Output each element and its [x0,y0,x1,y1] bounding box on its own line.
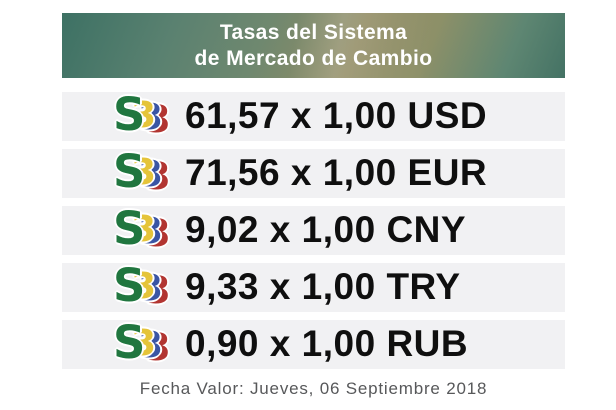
logo-b-red: 3 [145,154,171,198]
rate-row-try: 3 3 3 S 9,33 x 1,00 TRY [62,263,565,312]
title-line-2: de Mercado de Cambio [194,46,433,70]
logo-b-yellow: 3 [131,265,157,307]
logo-b-yellow: 3 [131,208,157,250]
logo-b-yellow: 3 [131,322,157,364]
logo-s-green: S [113,258,146,312]
logo-b-yellow: 3 [131,151,157,193]
logo-b-red: 3 [145,97,171,141]
bolivar-soberano-icon: 3 3 3 S [113,201,171,255]
rate-text-usd: 61,57 x 1,00 USD [185,94,488,136]
logo-b-red: 3 [145,211,171,255]
rate-text-cny: 9,02 x 1,00 CNY [185,208,467,250]
title-line-1: Tasas del Sistema [219,20,408,44]
logo-s-green: S [113,144,146,198]
rate-text-try: 9,33 x 1,00 TRY [185,265,461,307]
logo-b-blue: 3 [138,324,164,366]
bolivar-soberano-icon: 3 3 3 S [113,258,171,312]
logo-b-blue: 3 [138,267,164,309]
value-date-label: Fecha Valor: Jueves, 06 Septiembre 2018 [139,379,488,398]
rate-row-cny: 3 3 3 S 9,02 x 1,00 CNY [62,206,565,255]
logo-b-blue: 3 [138,96,164,138]
bolivar-soberano-icon: 3 3 3 S [113,144,171,198]
logo-b-red: 3 [145,268,171,312]
logo-s-green: S [113,201,146,255]
rate-row-rub: 3 3 3 S 0,90 x 1,00 RUB [62,320,565,369]
logo-s-green: S [113,315,146,369]
bolivar-soberano-icon: 3 3 3 S [113,315,171,369]
rate-text-rub: 0,90 x 1,00 RUB [185,322,469,364]
logo-b-red: 3 [145,325,171,369]
rate-row-usd: 3 3 3 S 61,57 x 1,00 USD [62,92,565,141]
logo-b-yellow: 3 [131,94,157,136]
logo-b-blue: 3 [138,153,164,195]
rate-text-eur: 71,56 x 1,00 EUR [185,151,488,193]
logo-s-green: S [113,87,146,141]
header-banner: Tasas del Sistema de Mercado de Cambio [62,13,565,78]
logo-b-blue: 3 [138,210,164,252]
bolivar-soberano-icon: 3 3 3 S [113,87,171,141]
rate-row-eur: 3 3 3 S 71,56 x 1,00 EUR [62,149,565,198]
